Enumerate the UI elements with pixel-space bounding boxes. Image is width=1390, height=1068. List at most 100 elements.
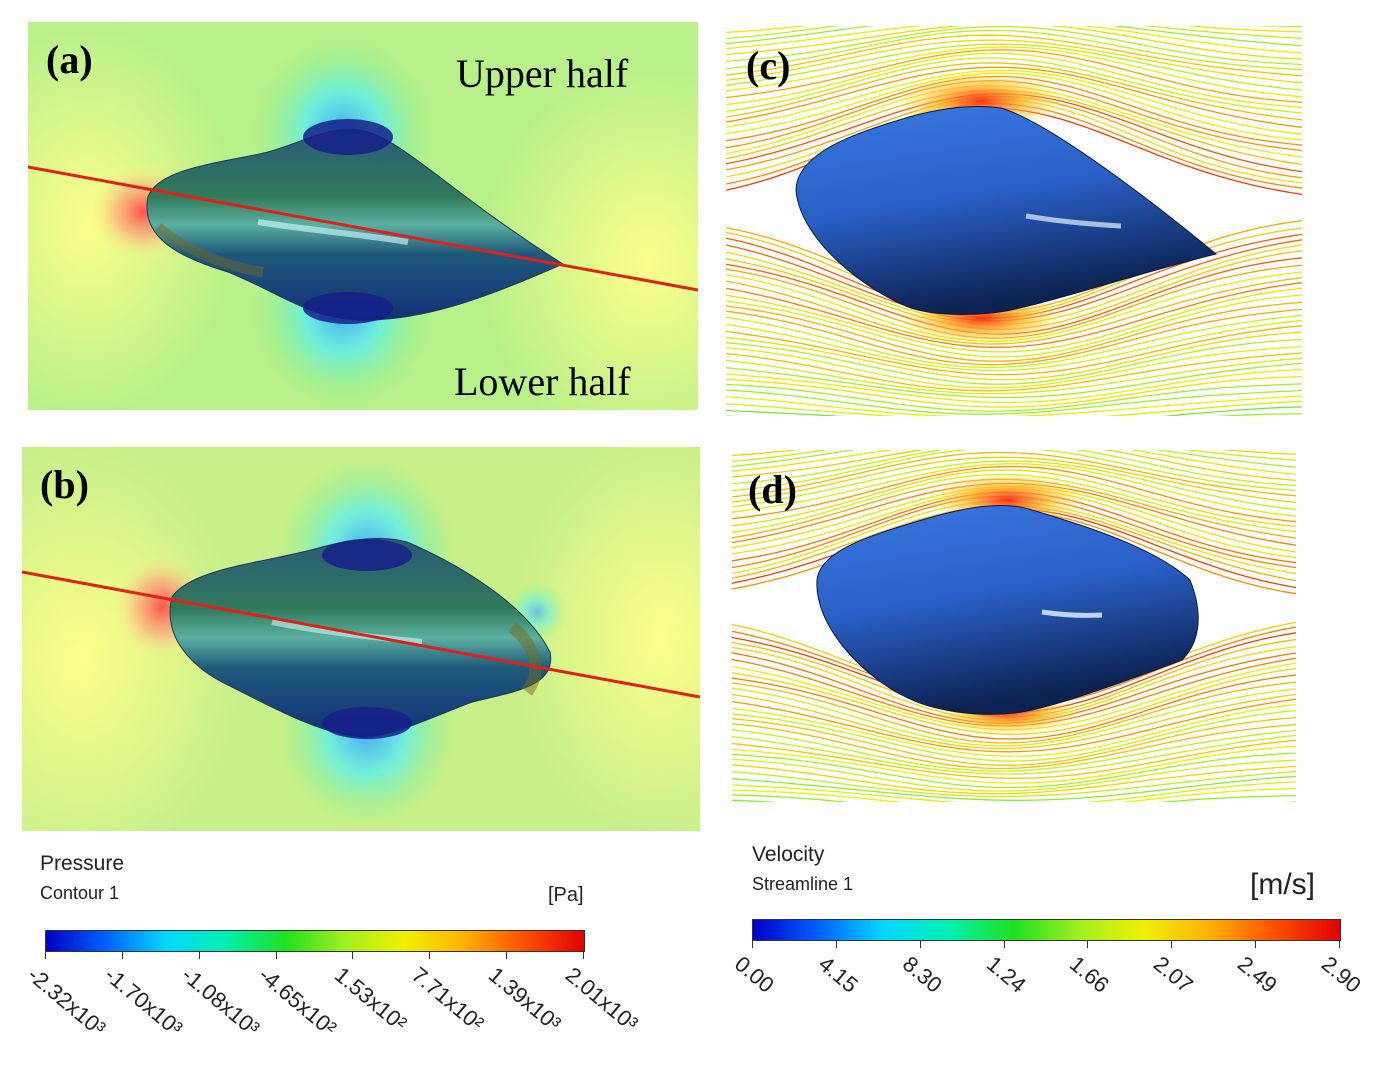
pressure-tick-label: 1.53x10² — [330, 962, 413, 1037]
streamline — [732, 450, 1297, 463]
streamline — [726, 368, 1303, 404]
pressure-tick-mark — [275, 952, 277, 959]
panel-a-image — [28, 22, 698, 410]
velocity-tick-label: 2.90 — [1316, 951, 1366, 998]
velocity-tick-mark — [1255, 941, 1257, 948]
streamline — [726, 43, 1303, 91]
panel-b-label: (b) — [40, 462, 89, 507]
streamline — [726, 26, 1303, 66]
panel-d-velocity-streamlines: (d) — [732, 450, 1304, 802]
panel-a-label: (a) — [46, 37, 93, 82]
pressure-colorbar — [45, 930, 585, 952]
streamline — [732, 739, 1297, 779]
streamline — [732, 787, 1297, 802]
streamline — [726, 400, 1303, 416]
streamline — [726, 325, 1303, 376]
streamline — [726, 26, 1303, 47]
streamline — [732, 469, 1297, 528]
streamline — [726, 26, 1303, 40]
pressure-tick-label: 7.71x10² — [407, 962, 489, 1037]
velocity-tick-label: 1.66 — [1065, 951, 1115, 998]
streamline — [732, 450, 1297, 468]
streamline — [726, 375, 1303, 408]
streamline — [726, 69, 1303, 135]
streamline — [732, 465, 1297, 523]
streamline — [726, 26, 1303, 33]
pressure-tick-label: 2.01x10³ — [560, 962, 643, 1037]
streamline — [726, 362, 1303, 399]
streamline — [732, 758, 1297, 792]
streamline — [732, 709, 1297, 762]
streamline — [732, 681, 1297, 744]
pressure-legend-title: Pressure — [40, 852, 125, 875]
velocity-tick-label: 2.49 — [1233, 951, 1282, 998]
streamline — [732, 764, 1297, 795]
panel-b-image — [22, 447, 700, 831]
streamline — [726, 346, 1303, 389]
streamline — [732, 723, 1297, 770]
streamline — [732, 752, 1297, 789]
pressure-tick-mark — [45, 952, 46, 959]
velocity-legend-unit: [m/s] — [1250, 868, 1315, 901]
streamline — [726, 66, 1303, 128]
streamline — [732, 674, 1297, 740]
velocity-tick-label: 4.15 — [813, 951, 863, 998]
pressure-tick-mark — [429, 952, 431, 959]
velocity-legend-subtitle: Streamline 1 — [752, 874, 854, 894]
streamline — [732, 450, 1297, 492]
pressure-legend-unit: [Pa] — [548, 884, 584, 906]
streamline — [726, 331, 1303, 381]
streamline — [726, 39, 1303, 84]
streamline — [732, 693, 1297, 750]
streamline — [726, 294, 1303, 358]
velocity-tick-label: 0.00 — [729, 951, 779, 998]
pressure-tick-label: -2.32x10³ — [22, 962, 111, 1041]
streamline — [726, 389, 1303, 415]
velocity-tick-mark — [1087, 941, 1089, 948]
streamline — [726, 46, 1303, 98]
panel-b-pressure-contour: (b) — [22, 447, 700, 831]
streamline — [726, 406, 1303, 416]
velocity-tick-mark — [1003, 941, 1005, 948]
streamline — [732, 729, 1297, 772]
streamline — [726, 49, 1303, 103]
streamline — [732, 716, 1297, 766]
streamline — [726, 383, 1303, 412]
streamline — [726, 338, 1303, 385]
pressure-tick-label: -1.70x10³ — [99, 962, 188, 1041]
streamline — [732, 698, 1297, 753]
velocity-tick-mark — [919, 941, 921, 948]
pressure-tick-mark — [352, 952, 354, 959]
streamline — [726, 357, 1303, 395]
velocity-tick-label: 1.24 — [981, 951, 1031, 998]
streamline — [732, 703, 1297, 757]
pressure-tick-label: 1.39x10³ — [484, 962, 566, 1037]
streamline — [732, 450, 1297, 482]
pressure-legend-subtitle: Contour 1 — [40, 883, 120, 903]
velocity-tick-mark — [835, 941, 837, 948]
streamline — [732, 451, 1297, 498]
streamline — [726, 287, 1303, 353]
pressure-tick-mark — [198, 952, 200, 959]
streamline — [726, 314, 1303, 369]
velocity-tick-mark — [1339, 941, 1340, 948]
streamline — [726, 395, 1303, 416]
streamline — [726, 29, 1303, 71]
velocity-legend-title: Velocity — [752, 843, 825, 866]
panel-c-image — [726, 26, 1304, 416]
panel-d-image — [732, 450, 1304, 802]
streamline — [732, 687, 1297, 747]
streamline — [726, 57, 1303, 114]
streamline — [726, 34, 1303, 77]
streamline — [732, 460, 1297, 511]
streamline — [726, 352, 1303, 392]
pressure-tick-mark — [506, 952, 508, 959]
streamline — [732, 456, 1297, 504]
velocity-tick-mark — [1171, 941, 1173, 948]
streamline — [732, 450, 1297, 487]
panel-d-label: (d) — [748, 467, 797, 512]
pressure-tick-mark — [121, 952, 123, 959]
pressure-tick-mark — [583, 952, 584, 959]
panel-c-label: (c) — [746, 43, 791, 88]
streamline — [726, 26, 1303, 54]
